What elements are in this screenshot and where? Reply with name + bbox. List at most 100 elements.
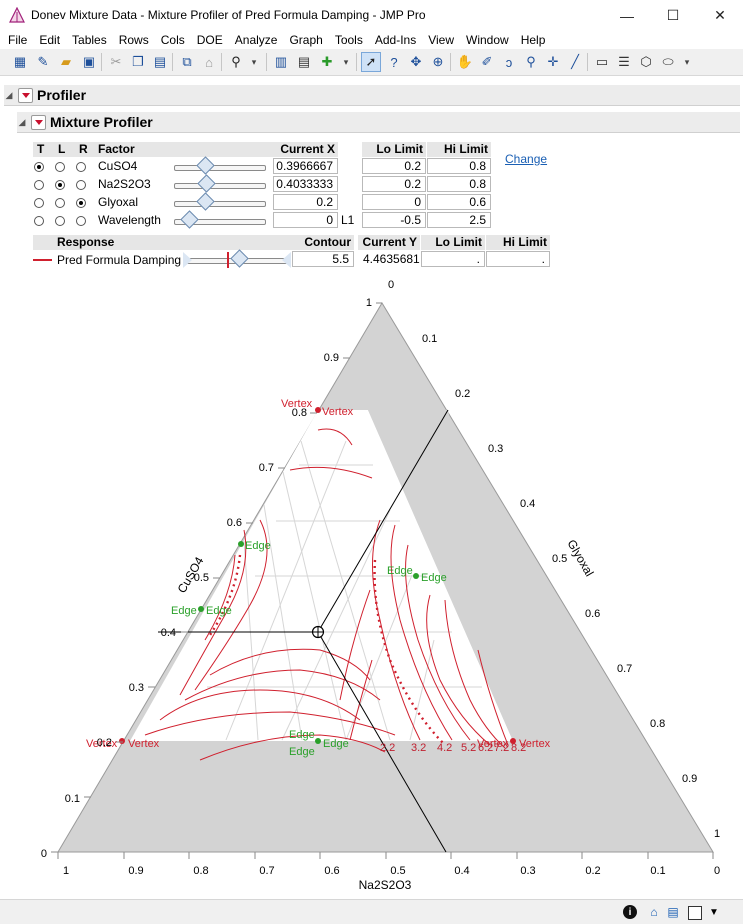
contour-slider-lower-handle[interactable]	[183, 252, 192, 268]
slider-thumb[interactable]	[180, 210, 199, 229]
slider-thumb[interactable]	[196, 192, 215, 211]
scroller-tool-icon[interactable]: ⊕	[432, 54, 444, 69]
paste-icon[interactable]: ▤	[153, 54, 167, 69]
arrow-tool-icon[interactable]: ➚	[361, 52, 381, 72]
response-lo-limit[interactable]: .	[421, 251, 485, 267]
lo-limit-na2s2o3[interactable]: 0.2	[362, 176, 426, 192]
slider-cuso4[interactable]	[174, 156, 266, 175]
menu-cols[interactable]: Cols	[160, 33, 185, 47]
menu-tools[interactable]: Tools	[334, 33, 363, 47]
menu-doe[interactable]: DOE	[196, 33, 223, 47]
ternary-plot[interactable]: Vertex Vertex Vertex Vertex Vertex Verte…	[0, 275, 743, 895]
window-list-icon[interactable]: ▤	[667, 905, 679, 919]
ellipse-tool-icon[interactable]: ⬭	[662, 54, 674, 69]
radio-top-cuso4[interactable]	[34, 162, 44, 172]
slider-thumb[interactable]	[196, 156, 215, 175]
lo-limit-cuso4[interactable]: 0.2	[362, 158, 426, 174]
contour-slider[interactable]	[183, 249, 291, 268]
radio-top-glyoxal[interactable]	[34, 198, 44, 208]
radio-left-glyoxal[interactable]	[55, 198, 65, 208]
cut-icon[interactable]: ✂	[110, 54, 122, 69]
red-triangle-menu-icon[interactable]	[18, 87, 33, 103]
lo-limit-wavelength[interactable]: -0.5	[362, 212, 426, 228]
crosshair-tool-icon[interactable]: ✛	[547, 54, 559, 69]
data-table-icon[interactable]: ▥	[274, 54, 288, 69]
minimize-button[interactable]: —	[620, 7, 634, 24]
contour-value-label: 2.2	[380, 742, 395, 754]
slider-thumb[interactable]	[230, 249, 249, 268]
info-icon[interactable]: i	[623, 905, 637, 919]
simple-shape-tool-icon[interactable]: ⬡	[640, 54, 652, 69]
current-x-glyoxal[interactable]: 0.2	[273, 194, 338, 210]
home-icon[interactable]: ⌂	[650, 905, 658, 919]
close-button[interactable]: ✕	[714, 7, 726, 23]
journal-icon[interactable]: ⧉	[182, 54, 192, 69]
hi-limit-na2s2o3[interactable]: 0.8	[427, 176, 491, 192]
radio-right-cuso4[interactable]	[76, 162, 86, 172]
lo-limit-glyoxal[interactable]: 0	[362, 194, 426, 210]
help-tool-icon[interactable]: ?	[390, 54, 398, 70]
collapse-icon[interactable]: ◢	[5, 89, 13, 100]
menu-edit[interactable]: Edit	[39, 33, 61, 47]
lock-icon[interactable]: ⌂	[205, 54, 213, 70]
open-icon[interactable]: ▰	[61, 54, 71, 69]
hi-limit-cuso4[interactable]: 0.8	[427, 158, 491, 174]
hi-limit-glyoxal[interactable]: 0.6	[427, 194, 491, 210]
dropdown-icon[interactable]: ▼	[709, 906, 719, 918]
contour-slider-upper-handle[interactable]	[282, 252, 291, 268]
radio-left-wavelength[interactable]	[55, 216, 65, 226]
menu-rows[interactable]: Rows	[118, 33, 149, 47]
col-header-lo-limit: Lo Limit	[362, 142, 426, 157]
selection-tool-icon[interactable]: ✥	[410, 54, 422, 69]
radio-top-wavelength[interactable]	[34, 216, 44, 226]
slider-wavelength[interactable]	[174, 210, 266, 229]
lasso-tool-icon[interactable]: ↄ	[505, 54, 513, 70]
contour-curve	[179, 529, 247, 696]
search-icon[interactable]: ⚲	[231, 54, 241, 69]
new-script-icon[interactable]: ✎	[37, 54, 49, 69]
brush-tool-icon[interactable]: ✐	[481, 54, 493, 69]
new-data-table-icon[interactable]: ▦	[13, 54, 27, 69]
radio-left-cuso4[interactable]	[55, 162, 65, 172]
annotate-tool-icon[interactable]: ▭	[595, 54, 609, 69]
menu-add-ins[interactable]: Add-Ins	[374, 33, 417, 47]
radio-top-na2s2o3[interactable]	[34, 180, 44, 190]
add-icon[interactable]: ✚	[321, 54, 333, 69]
hi-limit-wavelength[interactable]: 2.5	[427, 212, 491, 228]
contour-curve	[144, 711, 396, 736]
red-triangle-menu-icon[interactable]	[31, 114, 46, 130]
distribution-icon[interactable]: ▤	[297, 54, 311, 69]
radio-right-wavelength[interactable]	[76, 216, 86, 226]
add-dropdown-icon[interactable]: ▾	[343, 56, 349, 67]
line-tool-icon[interactable]: ╱	[571, 54, 579, 69]
menu-graph[interactable]: Graph	[289, 33, 323, 47]
menu-view[interactable]: View	[428, 33, 454, 47]
menu-analyze[interactable]: Analyze	[234, 33, 278, 47]
radio-right-na2s2o3[interactable]	[76, 180, 86, 190]
checkbox-icon[interactable]	[688, 906, 702, 920]
search-dropdown-icon[interactable]: ▾	[251, 56, 257, 67]
collapse-icon[interactable]: ◢	[18, 116, 26, 127]
menu-help[interactable]: Help	[520, 33, 546, 47]
menu-file[interactable]: File	[8, 33, 28, 47]
polygon-tool-icon[interactable]: ☰	[618, 54, 630, 69]
slider-na2s2o3[interactable]	[174, 174, 266, 193]
slider-glyoxal[interactable]	[174, 192, 266, 211]
toolbar-overflow-icon[interactable]: ▾	[684, 56, 690, 67]
radio-left-na2s2o3[interactable]	[55, 180, 65, 190]
maximize-button[interactable]: ☐	[666, 7, 680, 23]
change-link[interactable]: Change	[505, 152, 548, 166]
save-icon[interactable]: ▣	[82, 54, 96, 69]
magnifier-tool-icon[interactable]: ⚲	[526, 54, 536, 69]
response-hi-limit[interactable]: .	[486, 251, 550, 267]
contour-value[interactable]: 5.5	[292, 251, 354, 267]
hand-tool-icon[interactable]: ✋	[456, 54, 474, 69]
current-x-cuso4[interactable]: 0.3966667	[273, 158, 338, 174]
current-x-na2s2o3[interactable]: 0.4033333	[273, 176, 338, 192]
menu-tables[interactable]: Tables	[72, 33, 107, 47]
copy-icon[interactable]: ❐	[132, 54, 144, 69]
slider-thumb[interactable]	[197, 174, 216, 193]
radio-right-glyoxal[interactable]	[76, 198, 86, 208]
current-x-wavelength[interactable]: 0	[273, 212, 338, 228]
menu-window[interactable]: Window	[466, 33, 509, 47]
